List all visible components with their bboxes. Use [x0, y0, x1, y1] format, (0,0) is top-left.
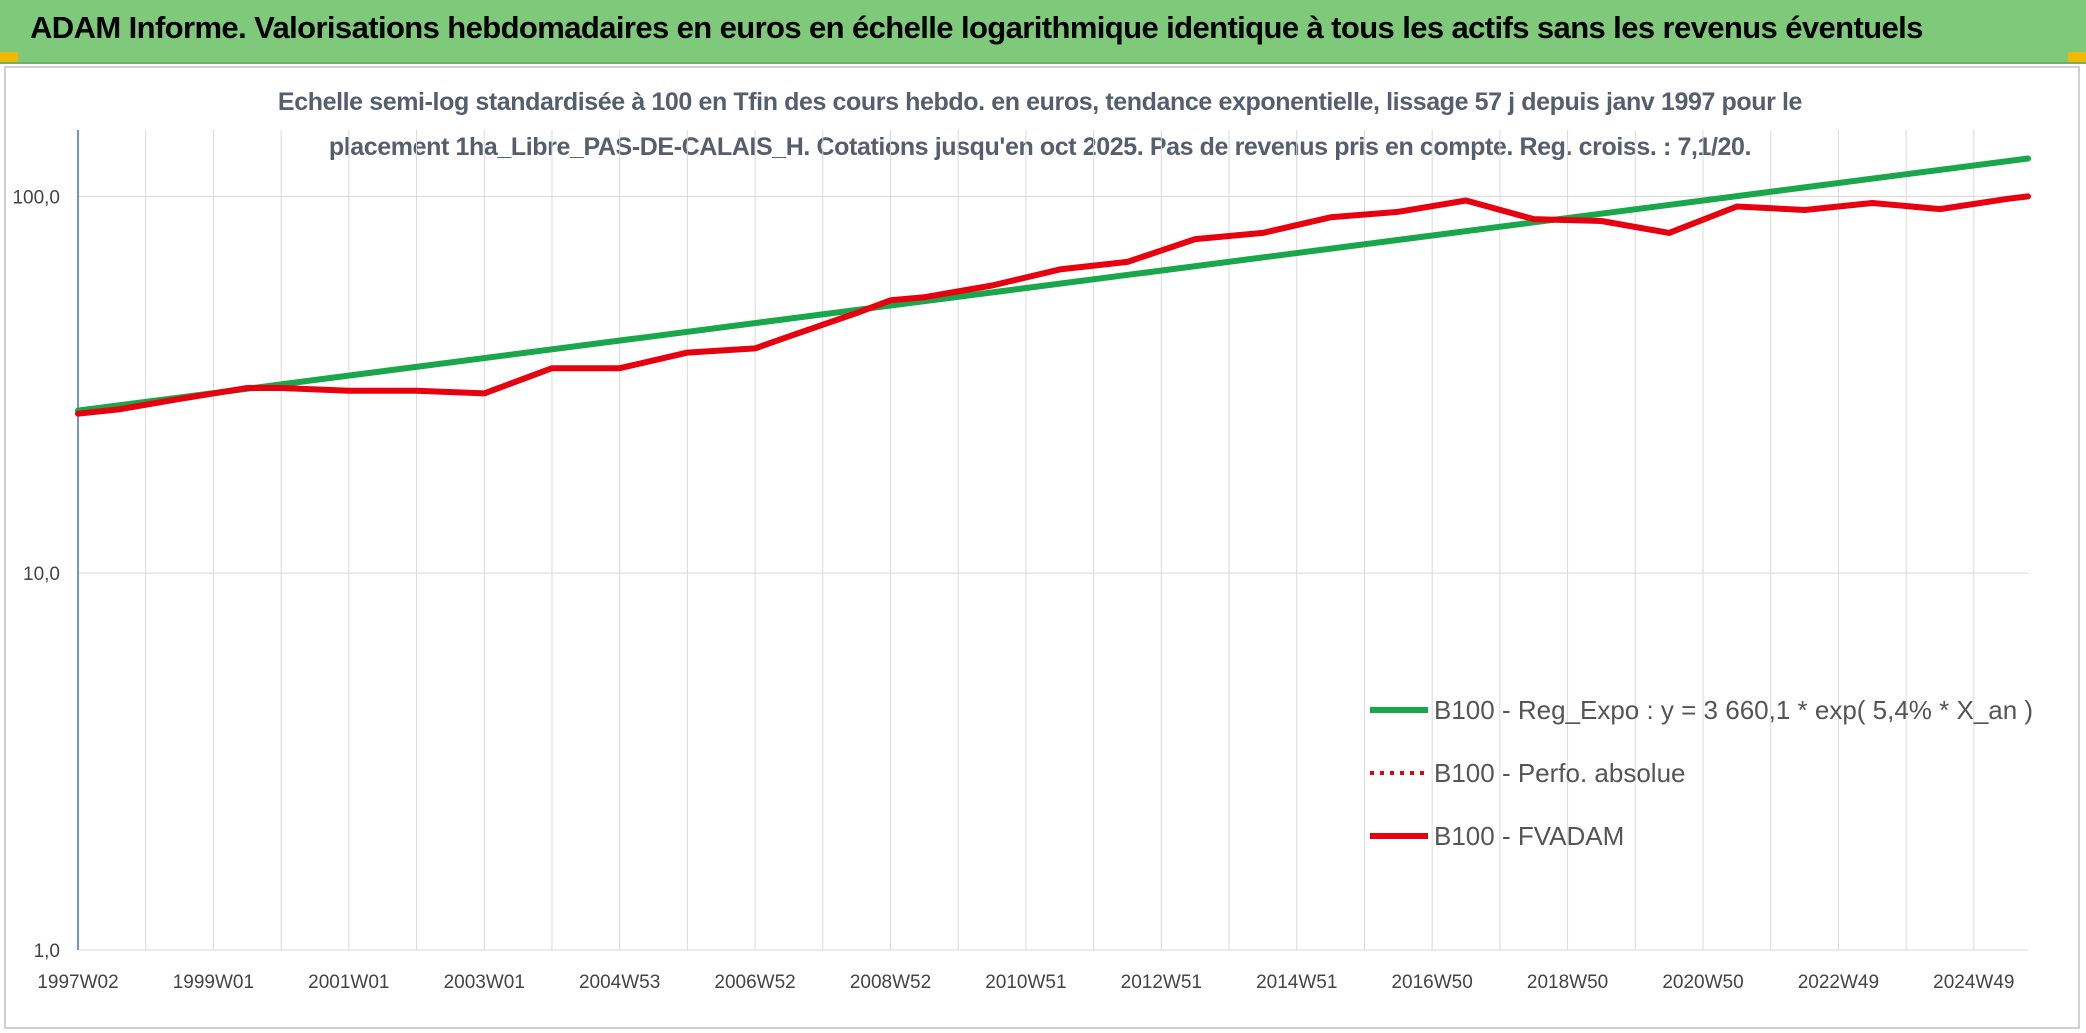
- x-tick-label: 2003W01: [444, 972, 525, 993]
- x-tick-label: 2006W52: [714, 972, 795, 993]
- x-tick-label: 2004W53: [579, 972, 660, 993]
- x-tick-label: 2014W51: [1256, 972, 1337, 993]
- page-title: ADAM Informe. Valorisations hebdomadaire…: [30, 10, 1923, 45]
- legend-label: B100 - Perfo. absolue: [1434, 758, 1686, 788]
- y-tick-label: 10,0: [23, 564, 60, 585]
- x-tick-label: 2024W49: [1933, 972, 2014, 993]
- legend-label: B100 - Reg_Expo : y = 3 660,1 * exp( 5,4…: [1434, 695, 2033, 725]
- x-tick-label: 2001W01: [308, 972, 389, 993]
- x-tick-label: 2020W50: [1662, 972, 1743, 993]
- x-tick-label: 2016W50: [1391, 972, 1472, 993]
- series-line-0: [75, 155, 2031, 414]
- x-tick-label: 2022W49: [1798, 972, 1879, 993]
- chart-frame: [4, 66, 2080, 1029]
- header-bar: ADAM Informe. Valorisations hebdomadaire…: [0, 0, 2086, 64]
- x-tick-label: 1999W01: [173, 972, 254, 993]
- y-tick-label: 1,0: [34, 941, 60, 962]
- chart-subtitle-line-1: Echelle semi-log standardisée à 100 en T…: [277, 88, 1803, 116]
- corner-marker-left: [0, 52, 18, 62]
- chart-subtitle-line-2: placement 1ha_Libre_PAS-DE-CALAIS_H. Cot…: [328, 133, 1752, 161]
- x-tick-label: 1997W02: [37, 972, 118, 993]
- x-tick-label: 2018W50: [1527, 972, 1608, 993]
- x-tick-label: 2008W52: [850, 972, 931, 993]
- corner-marker-right: [2068, 52, 2086, 62]
- series-line-2: [75, 193, 2031, 417]
- x-tick-label: 2010W51: [985, 972, 1066, 993]
- legend-label: B100 - FVADAM: [1434, 821, 1624, 851]
- y-tick-label: 100,0: [12, 187, 60, 208]
- x-tick-label: 2012W51: [1121, 972, 1202, 993]
